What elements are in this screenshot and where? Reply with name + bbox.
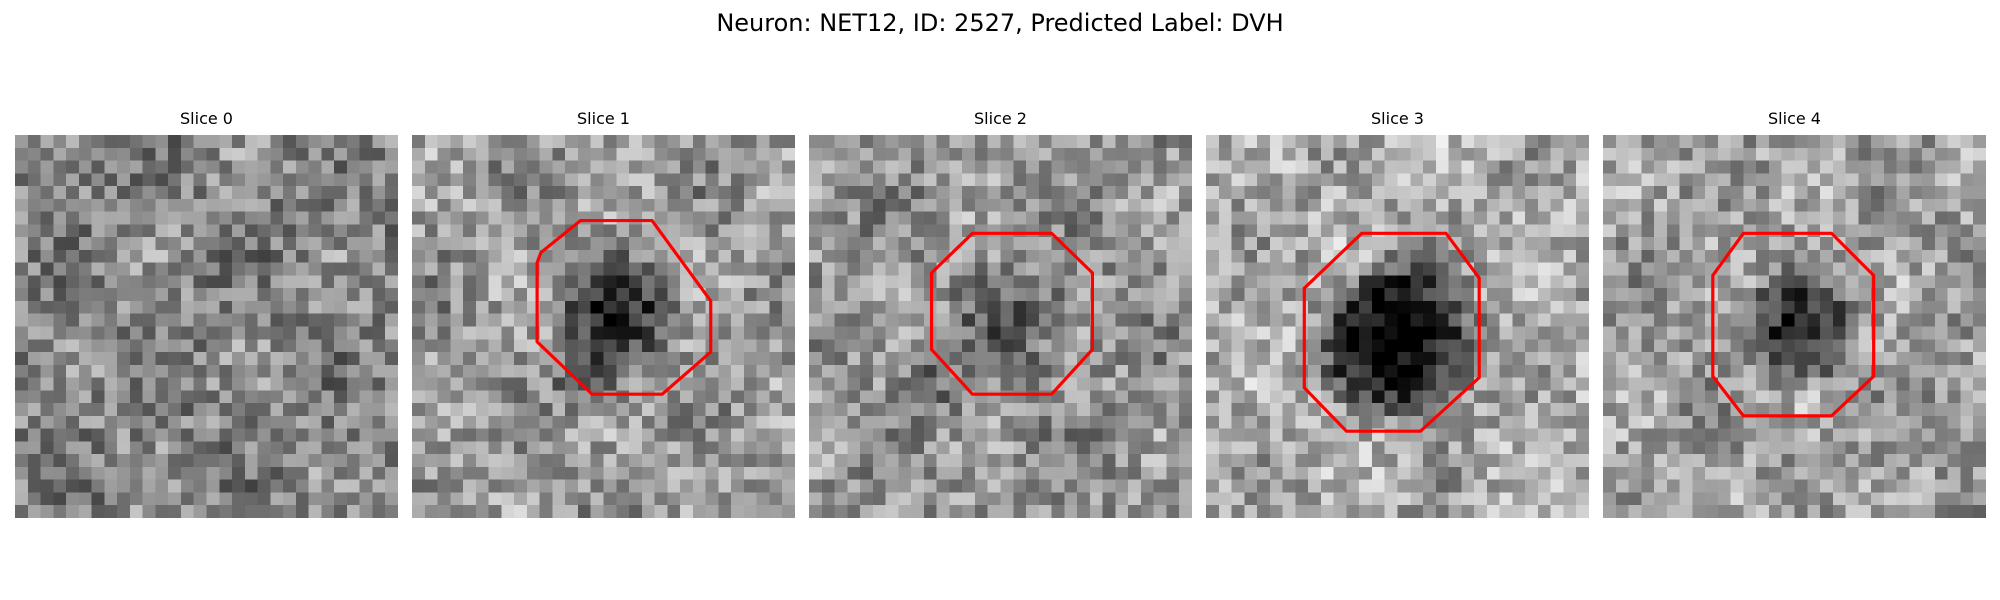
figure-title: Neuron: NET12, ID: 2527, Predicted Label… [716,9,1284,37]
slice-image [15,135,398,518]
roi-outline [1302,231,1481,433]
roi-outline [929,231,1095,396]
slice-title: Slice 2 [974,109,1027,128]
slice-panel-1: Slice 1 [412,108,795,518]
slice-panel-4: Slice 4 [1603,108,1986,518]
slice-image [809,135,1192,518]
slice-title: Slice 0 [180,109,233,128]
slice-panel-3: Slice 3 [1206,108,1589,518]
slice-image [1206,135,1589,518]
slice-panel-2: Slice 2 [809,108,1192,518]
roi-outline [1711,231,1876,418]
roi-outline [535,218,713,396]
slice-image [412,135,795,518]
slice-title: Slice 3 [1371,109,1424,128]
slice-title: Slice 1 [577,109,630,128]
slice-image [1603,135,1986,518]
slice-title: Slice 4 [1768,109,1821,128]
slice-panel-0: Slice 0 [15,108,398,518]
